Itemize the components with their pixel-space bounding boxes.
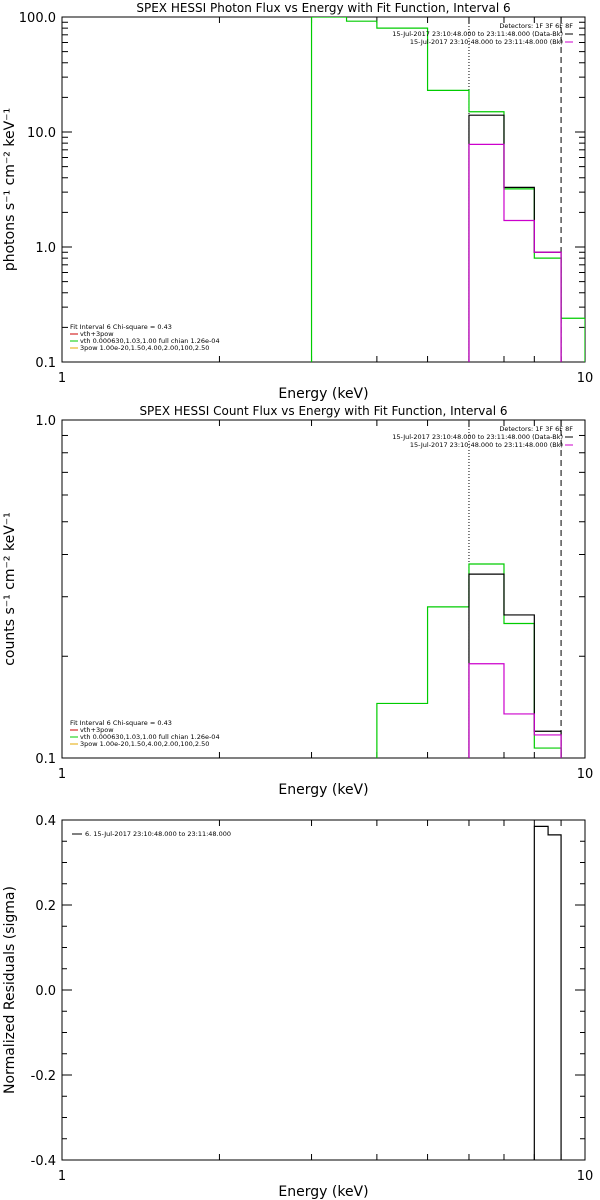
chart-panel-3: 1 10 -0.4 -0.2 0.0 0.2 0.4 Energy (keV) Normaliz… <box>2 814 593 1200</box>
y-tick-label: 1.0 <box>35 241 56 256</box>
y-tick-label: -0.4 <box>31 1154 56 1169</box>
y-axis-label: Normalized Residuals (sigma) <box>2 886 18 1094</box>
series-step-line-1 <box>310 17 585 362</box>
y-tick-label: 0.1 <box>35 356 56 371</box>
legend-top-entry: 15-Jul-2017 23:10:48.000 to 23:11:48.000… <box>410 441 563 449</box>
legend-bottom-entry: Fit Interval 6 Chi-square = 0.43 <box>70 719 172 727</box>
legend-top-entry: 15-Jul-2017 23:10:48.000 to 23:11:48.000… <box>410 38 563 46</box>
series-step-line-1 <box>533 825 562 1160</box>
chart-title: SPEX HESSI Photon Flux vs Energy with Fi… <box>136 1 510 15</box>
data-series <box>310 17 585 362</box>
legend-residual-entry: 6. 15-Jul-2017 23:10:48.000 to 23:11:48.… <box>85 830 231 838</box>
legend-bottom-entry: 3pow 1.00e-20,1.50,4.00,2.00,100,2.50 <box>80 344 209 352</box>
series-step-line-2 <box>468 114 562 362</box>
y-tick-label: 0.4 <box>35 814 56 829</box>
chart-panel-1: 1 10 0.1 1.0 10.0 100.0 SPEX HESSI Photon Flux… <box>2 1 593 402</box>
x-tick-label: 1 <box>58 1169 66 1184</box>
x-tick-label: 1 <box>58 371 66 386</box>
y-tick-label: 0.0 <box>35 984 56 999</box>
plot-frame <box>61 419 586 759</box>
x-tick-label: 10 <box>577 1169 594 1184</box>
y-axis-label: photons s⁻¹ cm⁻² keV⁻¹ <box>2 108 18 271</box>
y-tick-label: -0.2 <box>31 1069 56 1084</box>
x-axis-label: Energy (keV) <box>278 1184 368 1200</box>
legend-bottom-entry: vth+3pow <box>80 726 114 734</box>
x-tick-label: 10 <box>577 371 594 386</box>
legend-bottom-entry: vth 0.000630,1.03,1.00 full chian 1.26e-… <box>80 337 220 345</box>
y-tick-label: 100.0 <box>19 11 56 26</box>
legend-top-entry: 15-Jul-2017 23:10:48.000 to 23:11:48.000… <box>392 30 563 38</box>
series-step-line-3 <box>468 663 562 758</box>
series-step-line-1 <box>376 563 562 758</box>
y-tick-label: 0.1 <box>35 752 56 767</box>
y-tick-label: 10.0 <box>27 126 56 141</box>
chart-title: SPEX HESSI Count Flux vs Energy with Fit… <box>139 404 507 418</box>
series-step-line-2 <box>468 573 562 758</box>
y-tick-label: 1.0 <box>35 414 56 429</box>
legend-bottom-entry: 3pow 1.00e-20,1.50,4.00,2.00,100,2.50 <box>80 740 209 748</box>
legend-top-entry: 15-Jul-2017 23:10:48.000 to 23:11:48.000… <box>392 433 563 441</box>
series-step-line-3 <box>468 143 562 362</box>
legend-bottom-entry: Fit Interval 6 Chi-square = 0.43 <box>70 323 172 331</box>
plot-frame <box>61 819 586 1161</box>
x-tick-label: 1 <box>58 767 66 782</box>
y-tick-label: 0.2 <box>35 899 56 914</box>
legend-top-entry: Detectors: 1F 3F 6F 8F <box>499 425 573 433</box>
x-tick-label: 10 <box>577 767 594 782</box>
chart-panel-2: 1 10 0.1 1.0 SPEX HESSI Count Flux vs Energy… <box>2 404 593 798</box>
legend-top-entry: Detectors: 1F 3F 6F 8F <box>499 22 573 30</box>
x-axis-label: Energy (keV) <box>278 782 368 798</box>
data-series <box>533 825 562 1160</box>
legend-bottom-entry: vth+3pow <box>80 330 114 338</box>
y-axis-label: counts s⁻¹ cm⁻² keV⁻¹ <box>2 512 18 666</box>
data-series <box>376 563 562 758</box>
legend-bottom-entry: vth 0.000630,1.03,1.00 full chian 1.26e-… <box>80 733 220 741</box>
x-axis-label: Energy (keV) <box>278 386 368 402</box>
